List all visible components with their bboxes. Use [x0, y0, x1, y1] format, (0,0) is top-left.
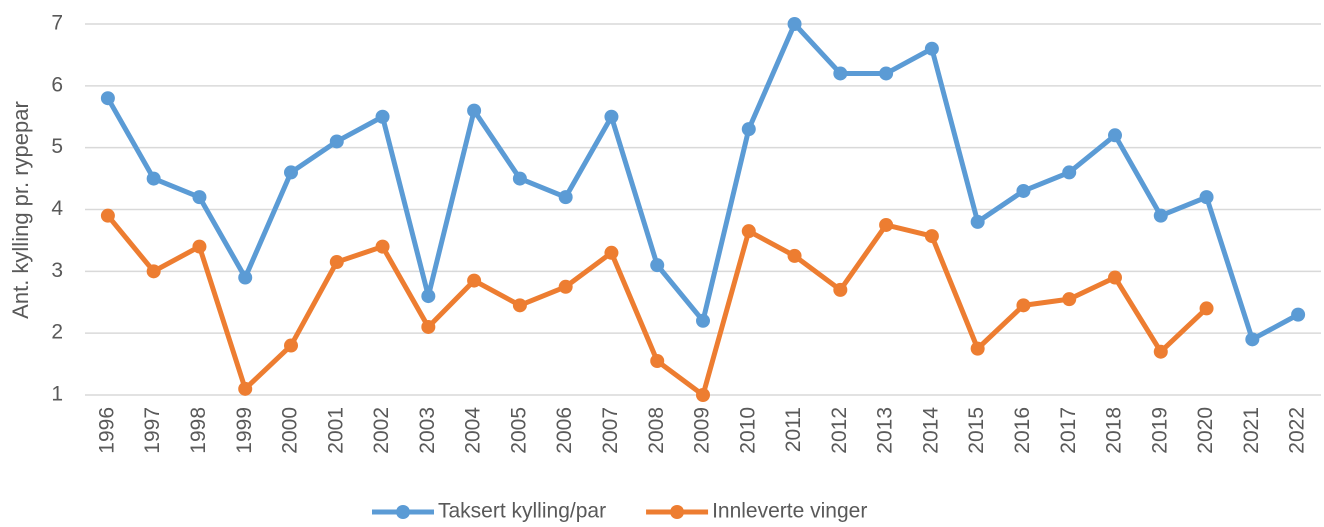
data-point	[100, 208, 115, 223]
y-tick-label: 7	[51, 12, 63, 35]
data-point	[375, 239, 390, 254]
data-point	[1062, 292, 1077, 307]
data-point	[604, 109, 619, 124]
series-line	[105, 214, 1209, 398]
data-point	[1153, 208, 1168, 223]
y-tick-label: 4	[51, 197, 63, 220]
data-point	[833, 66, 848, 81]
data-point	[787, 248, 802, 263]
data-point	[192, 239, 207, 254]
x-tick-label: 2002	[370, 407, 393, 454]
x-tick-label: 2017	[1057, 407, 1080, 454]
y-tick-label: 5	[51, 135, 63, 158]
x-tick-label: 2012	[828, 407, 851, 454]
x-tick-label: 2019	[1148, 407, 1171, 454]
x-tick-label: 2000	[279, 407, 302, 454]
data-point	[284, 338, 298, 353]
x-tick-label: 2007	[599, 407, 622, 454]
x-tick-label: 2005	[507, 407, 530, 454]
data-point	[421, 319, 436, 334]
data-point	[924, 41, 939, 56]
x-tick-label: 1998	[187, 407, 210, 454]
x-tick-label: 2018	[1103, 407, 1126, 454]
x-tick-label: 2008	[645, 407, 668, 454]
data-point	[238, 381, 253, 396]
y-tick-label: 1	[51, 383, 63, 406]
data-point	[1016, 183, 1031, 198]
data-point	[1153, 344, 1168, 359]
data-point	[146, 264, 161, 279]
data-point	[696, 388, 710, 402]
data-point	[650, 258, 665, 273]
x-tick-label: 1997	[141, 407, 164, 454]
y-tick-label: 6	[51, 73, 63, 96]
legend-marker	[396, 505, 410, 519]
data-point	[1199, 301, 1214, 316]
data-point	[650, 353, 665, 368]
data-point	[421, 289, 436, 304]
data-point	[1062, 165, 1077, 180]
data-point	[879, 217, 894, 232]
x-tick-label: 2013	[874, 407, 897, 454]
x-tick-label: 2010	[736, 407, 759, 454]
data-point	[146, 171, 161, 186]
data-point	[512, 298, 527, 313]
x-tick-label: 2022	[1286, 407, 1309, 454]
legend-marker	[670, 505, 685, 519]
x-tick-label: 2006	[553, 407, 576, 454]
x-tick-label: 2011	[782, 407, 805, 452]
data-point	[1108, 270, 1122, 285]
x-tick-label: 2015	[965, 407, 988, 454]
legend-label: Taksert kylling/par	[438, 500, 606, 523]
data-point	[879, 66, 894, 81]
x-tick-label: 2021	[1240, 407, 1263, 454]
x-tick-label: 2004	[462, 407, 485, 454]
legend-label: Innleverte vinger	[712, 500, 867, 523]
data-point	[1016, 298, 1031, 313]
x-tick-label: 1999	[233, 407, 256, 454]
data-point	[100, 91, 115, 106]
data-point	[238, 270, 253, 285]
y-axis-label: Ant. kylling pr. rypepar	[8, 101, 33, 319]
data-point	[1199, 190, 1214, 205]
data-point	[1291, 307, 1306, 322]
data-point	[787, 17, 802, 31]
x-tick-label: 2003	[416, 407, 439, 454]
x-tick-label: 1996	[95, 407, 118, 454]
data-point	[696, 313, 710, 328]
x-tick-label: 2009	[691, 407, 714, 454]
x-tick-label: 2016	[1011, 407, 1034, 454]
data-point	[558, 279, 573, 294]
data-point	[329, 134, 344, 149]
data-point	[329, 255, 344, 270]
x-tick-label: 2001	[324, 407, 347, 454]
series-line	[105, 21, 1300, 342]
y-tick-label: 2	[51, 321, 63, 344]
data-point	[604, 245, 619, 260]
data-point	[970, 341, 985, 356]
data-point	[375, 109, 390, 124]
data-point	[1108, 128, 1122, 143]
data-point	[512, 171, 527, 186]
x-tick-label: 2014	[919, 407, 942, 454]
data-point	[741, 224, 756, 239]
data-point	[970, 214, 985, 229]
x-tick-label: 2020	[1194, 407, 1217, 454]
data-point	[467, 273, 482, 288]
data-point	[467, 103, 482, 118]
data-point	[558, 190, 573, 205]
data-point	[924, 229, 939, 244]
data-point	[741, 122, 756, 137]
data-point	[1245, 332, 1260, 347]
y-tick-label: 3	[51, 259, 63, 282]
data-point	[284, 165, 298, 180]
data-point	[833, 282, 848, 297]
data-point	[192, 190, 207, 205]
